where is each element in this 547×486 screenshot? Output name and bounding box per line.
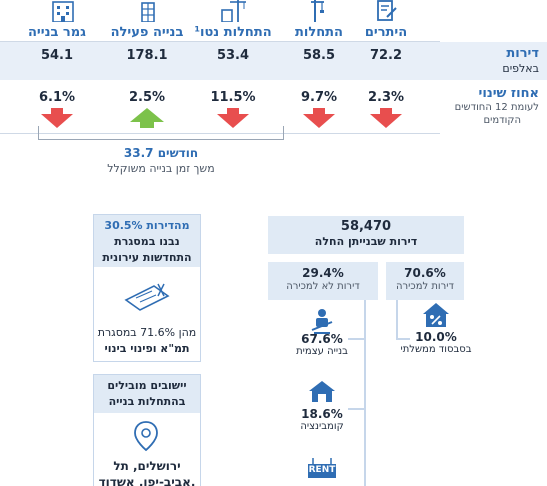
change-active: 2.5% (128, 90, 166, 105)
section-divider (0, 133, 440, 134)
for-sale-label: דירות למכירה (396, 281, 454, 292)
value-active: 178.1 (126, 48, 168, 63)
urban-renewal-card (93, 214, 201, 362)
started-value: 58,470 (340, 219, 392, 234)
urban-renewal-header: 30.5% מהדירות נבנו במסגרת התחדשות עירוני… (94, 215, 200, 267)
leading-line1: יישובים מובילים (107, 379, 187, 392)
arrow-up-icon (104, 108, 190, 130)
leading-cities2: אביב-יפו, אשדוד, (98, 475, 196, 486)
combination-value: 18.6% (301, 407, 343, 421)
for-sale-value: 70.6% (404, 266, 446, 280)
crane-icon (295, 0, 335, 22)
connector-line (348, 408, 364, 410)
column-header-starts: התחלות (295, 25, 343, 40)
rent-sign-text: RENT (308, 465, 336, 475)
column-header-active: בנייה פעילה (110, 25, 184, 40)
value-starts: 58.5 (302, 48, 336, 63)
change-net-starts: 11.5% (210, 90, 256, 105)
urban-renewal-line3: התחדשות עירונית (102, 251, 192, 264)
document-edit-icon (366, 0, 406, 22)
builder-icon (308, 308, 336, 338)
column-header-completed: גמר בנייה (28, 25, 86, 40)
connector-line (396, 338, 410, 340)
connector-line (364, 300, 366, 486)
map-pin-icon (133, 420, 159, 456)
change-row-sub2: הקודמים (483, 115, 521, 126)
value-permits: 72.2 (369, 48, 403, 63)
urban-renewal-detail: מהן 71.6% במסגרת תמ"א ופינוי בינוי (94, 325, 200, 357)
value-net-starts: 53.4 (216, 48, 250, 63)
duration-bracket (38, 126, 284, 140)
arrow-down-icon (276, 108, 362, 130)
subsidized-item: 10.0% בסבסוד ממשלתי (398, 330, 474, 355)
column-header-net-starts: התחלות נטו¹ (194, 25, 272, 40)
leading-localities-header: יישובים מובילים בהתחלות בנייה (94, 375, 200, 413)
self-build-value: 67.6% (301, 332, 343, 346)
urban-renewal-sub2: תמ"א ופינוי בינוי (104, 342, 190, 355)
rent-sign-icon: RENT (307, 458, 337, 484)
change-permits: 2.3% (367, 90, 405, 105)
not-for-sale-value: 29.4% (302, 266, 344, 280)
value-completed: 54.1 (40, 48, 74, 63)
not-for-sale-panel: 29.4% דירות לא למכירה (268, 262, 378, 300)
values-row-title: דירות (506, 46, 539, 61)
blueprint-icon (124, 282, 170, 316)
change-starts: 9.7% (300, 90, 338, 105)
for-sale-panel: 70.6% דירות למכירה (386, 262, 464, 300)
urban-renewal-line2: נבנו במסגרת (114, 235, 180, 248)
house-percent-icon (421, 302, 451, 332)
header-divider (0, 41, 440, 42)
leading-cities: ירושלים, תל אביב-יפו, אשדוד, (94, 458, 200, 486)
building-crane-icon (213, 0, 253, 22)
change-completed: 6.1% (38, 90, 76, 105)
connector-line (348, 338, 364, 340)
change-row-title: אחוז שינוי (478, 86, 539, 101)
urban-renewal-line1: 30.5% מהדירות (104, 219, 190, 232)
subsidized-label: בסבסוד ממשלתי (400, 344, 472, 355)
combination-item: 18.6% קומבינציה (284, 407, 360, 432)
construction-building-icon (128, 0, 168, 22)
connector-line (396, 300, 398, 340)
started-panel: 58,470 דירות שבנייתן החלה (268, 216, 464, 254)
arrow-down-icon (190, 108, 276, 130)
values-row-unit: באלפים (502, 62, 539, 75)
change-row-sub1: לעומת 12 החודשים (454, 102, 539, 113)
started-label: דירות שבנייתן החלה (314, 235, 418, 248)
arrow-down-icon (14, 108, 100, 130)
apartment-building-icon (43, 0, 83, 22)
subsidized-value: 10.0% (415, 330, 457, 344)
self-build-item: 67.6% בנייה עצמית (284, 332, 360, 357)
leading-cities1: ירושלים, תל (113, 459, 181, 473)
urban-renewal-sub1: מהן 71.6% במסגרת (97, 326, 197, 339)
arrow-down-icon (343, 108, 429, 130)
duration-value: 33.7 חודשים (123, 146, 199, 160)
column-header-permits: היתרים (364, 25, 408, 40)
not-for-sale-label: דירות לא למכירה (286, 281, 360, 292)
self-build-label: בנייה עצמית (296, 346, 348, 357)
leading-localities-card (93, 374, 201, 486)
house-handshake-icon (308, 380, 336, 408)
values-band (0, 42, 547, 80)
leading-line2: בהתחלות בנייה (108, 395, 186, 408)
duration-label: משך זמן בנייה משוקלל (107, 162, 215, 175)
combination-label: קומבינציה (300, 421, 344, 432)
